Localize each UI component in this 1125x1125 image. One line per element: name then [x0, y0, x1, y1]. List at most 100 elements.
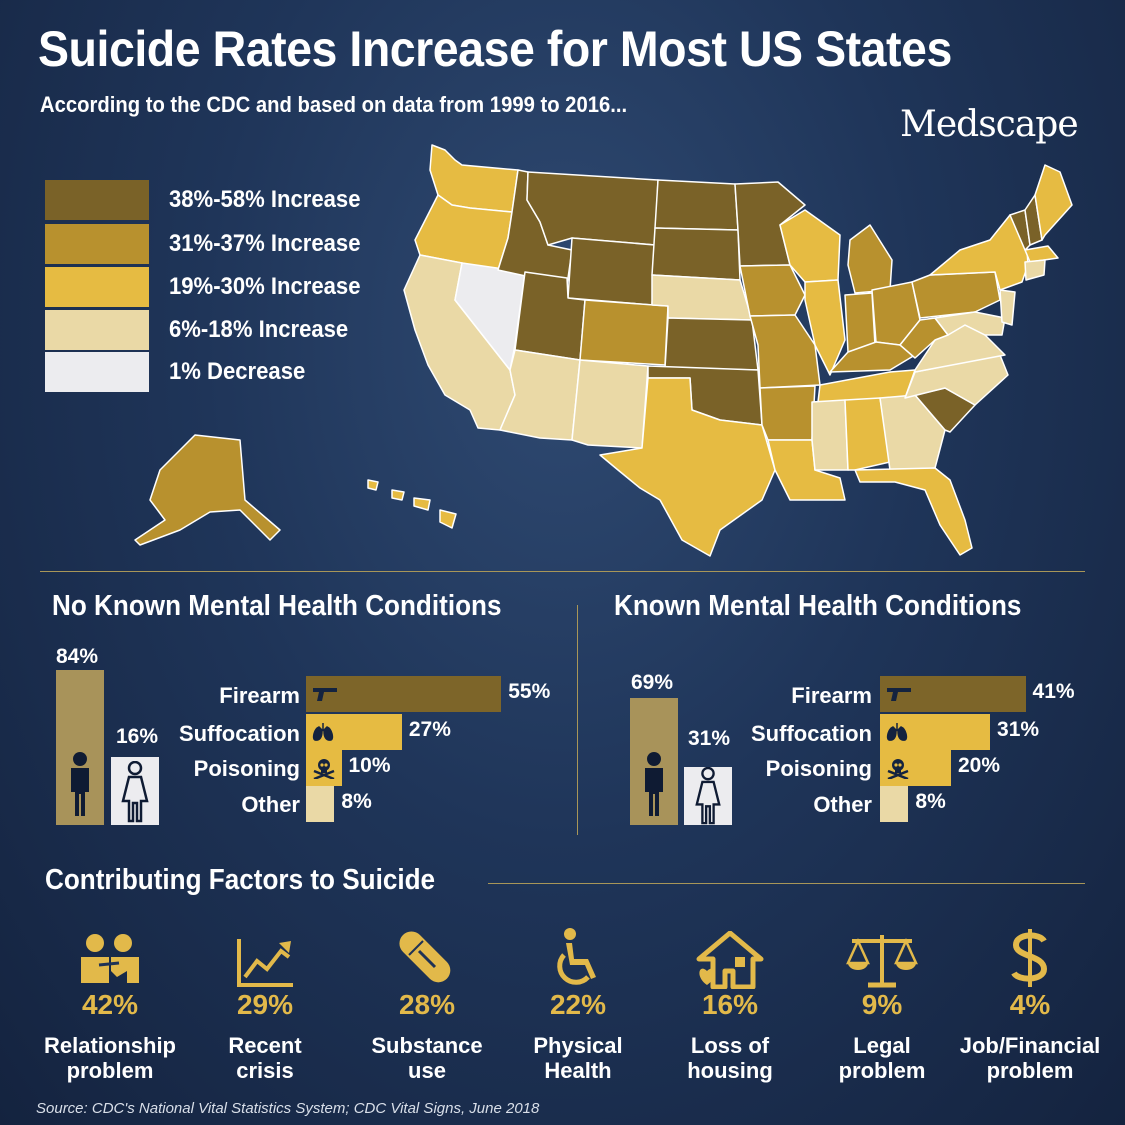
gun-icon	[312, 686, 338, 702]
method-bar-other	[880, 786, 909, 822]
legend-swatch	[45, 180, 149, 220]
state-michigan	[847, 224, 893, 294]
factor-physical-health: 22% Physical Health	[503, 925, 653, 1083]
legend-label: 38%-58% Increase	[169, 186, 361, 213]
state-maryland	[934, 311, 1006, 336]
factor-label-line1: Relationship	[43, 1033, 176, 1058]
wheelchair-icon	[557, 928, 596, 985]
method-label-poisoning: Poisoning	[193, 756, 300, 781]
factor-label-line1: Job/Financial	[959, 1033, 1101, 1058]
page-subtitle: According to the CDC and based on data f…	[40, 92, 628, 117]
state-hawaii	[367, 479, 457, 529]
factor-relationship: 42% Relationship problem	[35, 925, 185, 1083]
male-bar	[56, 670, 104, 825]
state-missouri	[749, 314, 821, 389]
factor-pct: 42%	[81, 989, 139, 1020]
legend-item-3: 19%-30% Increase	[45, 267, 377, 307]
method-bar-firearm	[306, 676, 502, 712]
factor-pct: 4%	[1009, 989, 1051, 1020]
factor-label-line2: problem	[986, 1058, 1074, 1083]
factor-label-line2: housing	[687, 1058, 773, 1083]
us-state-map	[134, 144, 1073, 557]
pill-icon	[399, 931, 451, 983]
source-note: Source: CDC's National Vital Statistics …	[36, 1100, 540, 1117]
method-bar-firearm	[880, 676, 1026, 712]
state-illinois	[804, 279, 846, 376]
factor-label-line1: Recent	[228, 1033, 302, 1058]
state-iowa	[739, 264, 806, 317]
female-pct-known: 31%	[688, 727, 731, 750]
scales-icon	[846, 935, 918, 988]
factor-loss-of-housing: 16% Loss of housing	[655, 925, 805, 1083]
method-value-suffocation: 31%	[997, 718, 1040, 741]
method-label-suffocation: Suffocation	[751, 721, 872, 746]
factors-title: Contributing Factors to Suicide	[45, 864, 436, 896]
factor-legal-problem: 9% Legal problem	[807, 925, 957, 1083]
state-connecticut	[1024, 259, 1046, 281]
gun-icon	[886, 686, 912, 702]
female-pct-no-known: 16%	[116, 725, 159, 748]
legend-label: 31%-37% Increase	[169, 230, 361, 257]
legend-label: 19%-30% Increase	[169, 273, 361, 300]
legend-swatch	[45, 224, 149, 264]
factor-pct: 9%	[861, 989, 903, 1020]
legend-item-4: 6%-18% Increase	[45, 310, 364, 350]
female-person-icon	[121, 761, 149, 823]
method-bar-poisoning	[306, 750, 342, 786]
factor-recent-crisis: 29% Recent crisis	[190, 925, 340, 1083]
method-bar-poisoning	[880, 750, 951, 786]
male-bar	[630, 698, 678, 825]
method-value-firearm: 55%	[508, 680, 551, 703]
method-value-other: 8%	[341, 790, 372, 813]
method-label-other: Other	[241, 792, 300, 817]
factor-label-line2: crisis	[236, 1058, 294, 1083]
method-value-other: 8%	[915, 790, 946, 813]
state-kansas	[664, 317, 759, 371]
method-label-other: Other	[813, 792, 872, 817]
male-pct-known: 69%	[631, 671, 674, 694]
method-bar-suffocation	[880, 714, 991, 750]
state-wyoming	[567, 237, 656, 306]
state-pennsylvania	[911, 271, 1001, 319]
factor-label-line2: problem	[838, 1058, 926, 1083]
method-bar-other	[306, 786, 335, 822]
method-value-firearm: 41%	[1032, 680, 1075, 703]
factor-label-line1: Loss of	[690, 1033, 770, 1058]
legend-item-2: 31%-37% Increase	[45, 224, 377, 264]
method-label-firearm: Firearm	[791, 683, 872, 708]
lungs-icon	[312, 723, 334, 741]
brand-logo: Medscape	[900, 104, 1079, 145]
method-label-firearm: Firearm	[219, 683, 300, 708]
factors-divider	[488, 883, 1085, 884]
factor-label-line2: problem	[66, 1058, 154, 1083]
method-value-poisoning: 10%	[348, 754, 391, 777]
factor-label-line1: Substance	[371, 1033, 483, 1058]
state-colorado	[579, 299, 669, 366]
state-maine	[1034, 164, 1073, 241]
legend-swatch	[45, 352, 149, 392]
method-label-poisoning: Poisoning	[765, 756, 872, 781]
state-new-mexico	[571, 359, 649, 449]
male-pct-no-known: 84%	[56, 645, 99, 668]
legend-label: 1% Decrease	[169, 358, 306, 385]
legend-item-5: 1% Decrease	[45, 352, 317, 392]
factor-pct: 22%	[549, 989, 607, 1020]
skull-icon	[312, 757, 336, 779]
factor-label-line2: Health	[544, 1058, 612, 1083]
male-person-icon	[71, 752, 89, 816]
state-alabama	[844, 397, 891, 471]
method-bar-suffocation	[306, 714, 402, 750]
factor-pct: 28%	[398, 989, 456, 1020]
male-person-icon	[645, 752, 663, 816]
method-label-suffocation: Suffocation	[179, 721, 300, 746]
state-montana	[526, 171, 659, 246]
state-arkansas	[759, 385, 816, 441]
dollar-icon	[1011, 929, 1048, 987]
relationship-icon	[81, 934, 139, 983]
section-divider	[40, 571, 1085, 572]
state-florida	[854, 467, 973, 556]
legend-label: 6%-18% Increase	[169, 316, 349, 343]
factor-substance-use: 28% Substance use	[352, 925, 502, 1083]
house-heart-icon	[696, 931, 764, 989]
known-title: Known Mental Health Conditions	[614, 590, 1022, 622]
